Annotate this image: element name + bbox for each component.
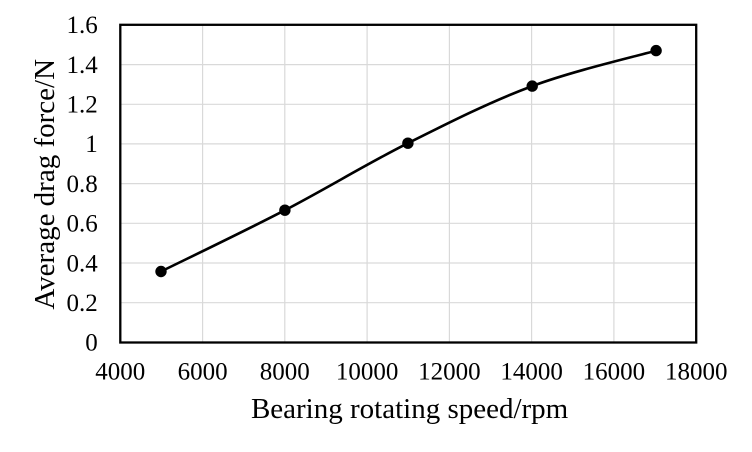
svg-text:1: 1 bbox=[85, 131, 98, 158]
svg-text:1.6: 1.6 bbox=[67, 12, 98, 39]
svg-text:1.4: 1.4 bbox=[67, 52, 99, 79]
svg-text:4000: 4000 bbox=[95, 359, 145, 386]
svg-text:14000: 14000 bbox=[500, 359, 563, 386]
svg-text:Average drag force/N: Average drag force/N bbox=[29, 59, 61, 310]
svg-text:0.6: 0.6 bbox=[67, 211, 98, 238]
svg-text:18000: 18000 bbox=[665, 359, 728, 386]
svg-text:1.2: 1.2 bbox=[67, 92, 98, 119]
svg-text:0.4: 0.4 bbox=[67, 250, 99, 277]
svg-text:10000: 10000 bbox=[336, 359, 399, 386]
svg-text:8000: 8000 bbox=[260, 359, 310, 386]
svg-text:6000: 6000 bbox=[178, 359, 228, 386]
svg-text:16000: 16000 bbox=[583, 359, 646, 386]
svg-text:Bearing rotating speed/rpm: Bearing rotating speed/rpm bbox=[251, 393, 569, 425]
svg-text:0.2: 0.2 bbox=[67, 290, 98, 317]
svg-text:0: 0 bbox=[85, 330, 98, 357]
svg-text:12000: 12000 bbox=[418, 359, 481, 386]
svg-text:0.8: 0.8 bbox=[67, 171, 98, 198]
